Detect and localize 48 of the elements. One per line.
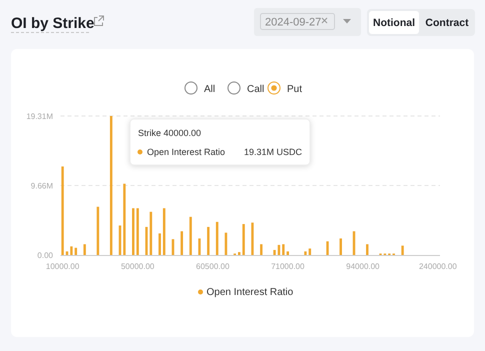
bar (216, 222, 218, 255)
bar (242, 224, 245, 255)
y-tick-label: 9.66M (30, 182, 54, 190)
bar (401, 246, 404, 255)
bar (189, 216, 192, 255)
chart-title: OI by Strike (11, 15, 94, 32)
y-tick-label: 0.00 (37, 251, 54, 260)
text: All (204, 84, 216, 95)
bar (308, 248, 312, 255)
bar (132, 208, 134, 255)
text: Notional (373, 17, 416, 29)
bar (340, 238, 342, 255)
bar (278, 244, 280, 255)
bar (251, 222, 254, 255)
bar (282, 244, 285, 255)
x-tick-label: 94000.00 (346, 262, 380, 271)
bar (61, 166, 64, 255)
bar (286, 251, 289, 255)
legend-label: Open Interest Ratio (206, 287, 294, 298)
x-tick-label: 240000.00 (418, 262, 458, 271)
annotation: 19.31M USDC (244, 147, 302, 157)
annotation: Strike 40000.00 (138, 128, 202, 138)
x-tick-label: 71000.00 (271, 262, 306, 271)
date-chip: 2024-09-27 (260, 13, 335, 30)
bar (74, 248, 78, 255)
bar (162, 208, 166, 255)
y-tick-label: 19.31M (26, 112, 54, 121)
bar (260, 244, 262, 255)
text: Contract (425, 17, 470, 29)
bar (366, 244, 368, 255)
bar (70, 246, 73, 255)
bar (158, 233, 161, 255)
bar (96, 206, 100, 255)
bar (180, 231, 184, 255)
bar (136, 208, 139, 255)
x-tick-label: 50000.00 (120, 262, 155, 271)
annotation: Open Interest Ratio (147, 147, 226, 157)
text: Put (287, 84, 302, 95)
text: Call (247, 84, 264, 95)
bar (304, 251, 307, 255)
bar (83, 244, 86, 255)
x-tick-label: 10000.00 (46, 262, 80, 271)
bar (150, 212, 152, 255)
bar (123, 184, 126, 255)
x-tick-label: 60500.00 (196, 262, 230, 271)
bar (238, 252, 240, 255)
bar (207, 226, 210, 255)
bar (110, 116, 112, 255)
